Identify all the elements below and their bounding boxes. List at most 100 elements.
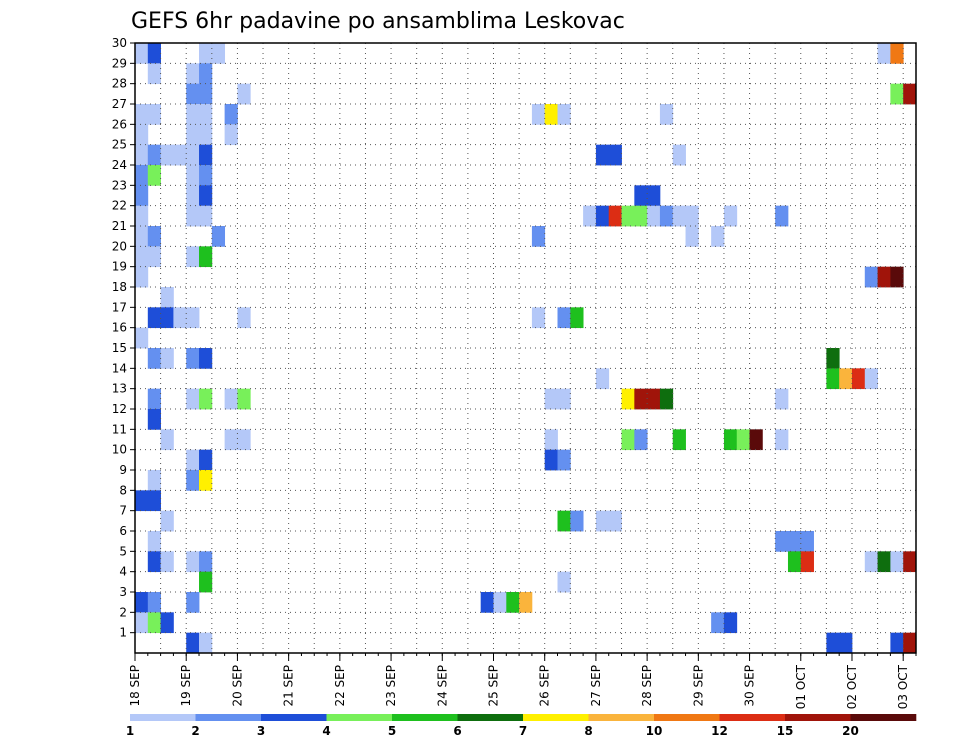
heatmap-cell	[775, 531, 789, 552]
heatmap-cell	[147, 246, 161, 268]
y-tick-label: 1	[119, 626, 127, 640]
heatmap-cells	[135, 43, 917, 654]
heatmap-cell	[621, 388, 635, 410]
heatmap-cell	[147, 470, 161, 491]
y-tick-label: 29	[112, 56, 127, 70]
heatmap-cell	[864, 551, 878, 573]
colorbar-swatch	[392, 714, 458, 721]
heatmap-cell	[544, 388, 558, 410]
colorbar-label: 3	[257, 724, 265, 738]
heatmap-cell	[186, 449, 200, 471]
x-tick-label: 25 SEP	[487, 665, 501, 707]
heatmap-cell	[877, 551, 891, 573]
heatmap-cell	[186, 83, 200, 105]
heatmap-cell	[147, 551, 161, 573]
heatmap-cell	[199, 571, 213, 593]
heatmap-cell	[583, 205, 597, 227]
heatmap-cell	[621, 205, 635, 227]
heatmap-cell	[544, 429, 558, 451]
heatmap-cell	[659, 388, 674, 410]
heatmap-cell	[135, 104, 149, 125]
heatmap-cell	[147, 409, 161, 430]
heatmap-cell	[608, 205, 622, 227]
heatmap-cell	[519, 592, 533, 613]
y-tick-label: 11	[112, 422, 127, 436]
colorbar-swatch	[850, 714, 917, 721]
heatmap-cell	[634, 388, 648, 410]
heatmap-cell	[186, 551, 200, 573]
heatmap-cell	[199, 449, 213, 471]
y-tick-label: 12	[112, 402, 127, 416]
heatmap-cell	[135, 185, 149, 207]
heatmap-cell	[877, 266, 891, 288]
heatmap-cell	[775, 205, 789, 227]
heatmap-cell	[800, 531, 814, 552]
heatmap-cell	[199, 63, 213, 85]
heatmap-cell	[634, 429, 648, 451]
colorbar-legend: 1 2 3 4 5 6 7 8 10 12 15 20	[126, 714, 917, 738]
heatmap-cell	[211, 43, 226, 64]
heatmap-cell	[557, 307, 571, 329]
heatmap-cell	[570, 510, 584, 532]
heatmap-cell	[186, 632, 200, 654]
heatmap-cell	[147, 592, 161, 613]
grid-lines	[135, 43, 916, 653]
colorbar-swatch	[785, 714, 851, 721]
heatmap-cell	[826, 632, 840, 654]
heatmap-cell	[903, 83, 917, 105]
heatmap-cell	[570, 307, 584, 329]
heatmap-cell	[711, 226, 725, 247]
y-tick-label: 26	[112, 117, 127, 131]
heatmap-cell	[775, 388, 789, 410]
heatmap-cell	[135, 226, 149, 247]
y-tick-label: 2	[119, 605, 127, 619]
heatmap-cell	[160, 551, 174, 573]
heatmap-cell	[903, 632, 917, 654]
heatmap-cell	[199, 348, 213, 369]
heatmap-cell	[890, 551, 904, 573]
heatmap-cell	[160, 510, 174, 532]
heatmap-cell	[186, 205, 200, 227]
y-tick-label: 19	[112, 260, 127, 274]
heatmap-cell	[480, 592, 494, 613]
x-tick-label: 30 SEP	[743, 665, 757, 707]
heatmap-cell	[890, 83, 904, 105]
heatmap-cell	[826, 348, 840, 369]
heatmap-cell	[672, 429, 686, 451]
colorbar-swatch	[326, 714, 393, 721]
y-tick-label: 20	[112, 239, 127, 253]
heatmap-cell	[160, 429, 174, 451]
chart-title: GEFS 6hr padavine po ansamblima Leskovac	[131, 9, 625, 34]
x-tick-label: 20 SEP	[230, 665, 244, 707]
colorbar-swatch	[719, 714, 786, 721]
heatmap-cell	[557, 449, 571, 471]
heatmap-cell	[864, 368, 878, 390]
heatmap-cell	[173, 307, 187, 329]
colorbar-swatch	[261, 714, 327, 721]
heatmap-cell	[199, 632, 213, 654]
heatmap-cell	[147, 63, 161, 85]
heatmap-cell	[890, 43, 904, 64]
heatmap-cell	[723, 205, 738, 227]
heatmap-cell	[199, 165, 213, 186]
heatmap-cell	[135, 144, 149, 166]
y-tick-label: 27	[112, 97, 127, 111]
colorbar-label: 20	[842, 724, 859, 738]
y-tick-label: 4	[119, 565, 127, 579]
colorbar-swatch	[195, 714, 262, 721]
heatmap-cell	[186, 165, 200, 186]
heatmap-cell	[851, 368, 866, 390]
x-tick-label: 02 OCT	[845, 664, 859, 709]
heatmap-cell	[557, 104, 571, 125]
heatmap-cell	[211, 226, 226, 247]
heatmap-cell	[147, 612, 161, 634]
heatmap-cell	[147, 104, 161, 125]
colorbar-label: 1	[126, 724, 134, 738]
heatmap-cell	[531, 226, 546, 247]
y-tick-label: 8	[119, 483, 127, 497]
colorbar-label: 4	[322, 724, 330, 738]
heatmap-cell	[147, 307, 161, 329]
heatmap-cell	[647, 205, 661, 227]
y-tick-label: 6	[119, 524, 127, 538]
x-tick-label: 21 SEP	[282, 665, 296, 707]
